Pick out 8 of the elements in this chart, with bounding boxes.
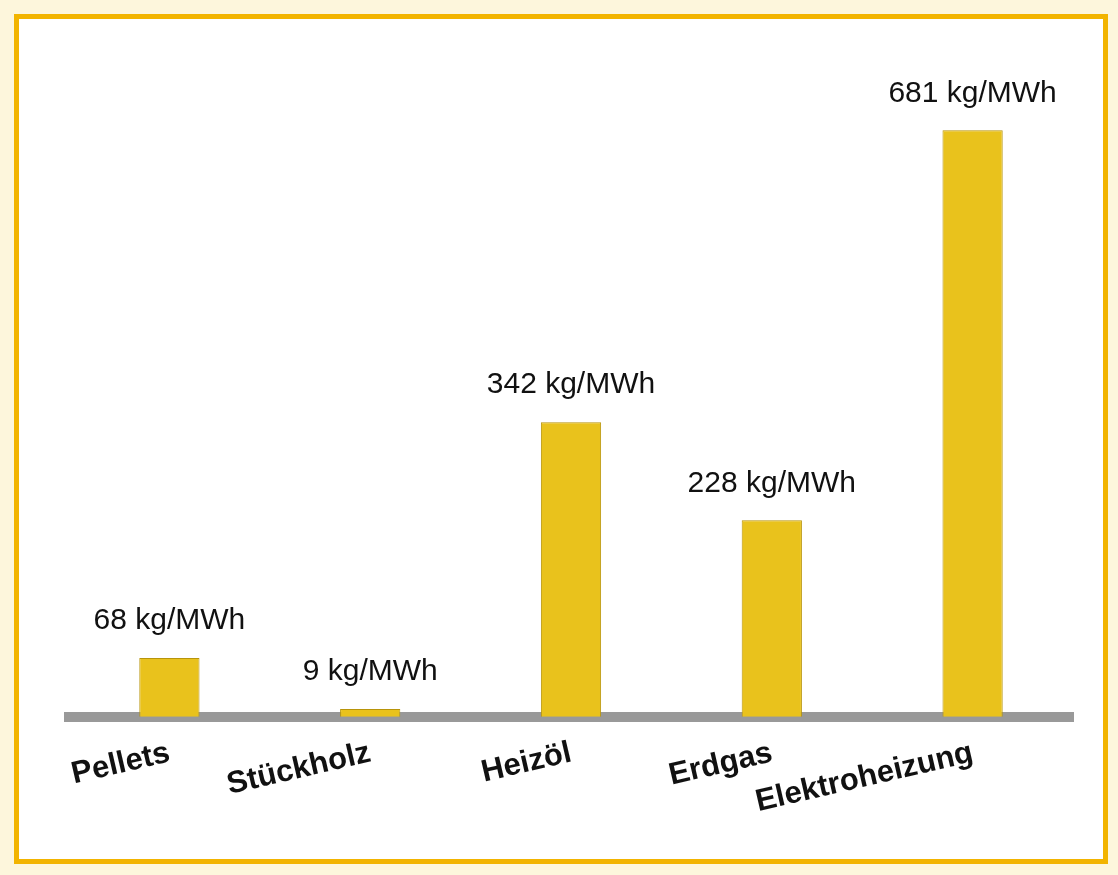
data-label: 342 kg/MWh (486, 366, 656, 400)
data-label: 68 kg/MWh (93, 602, 246, 636)
x-tick-label: Pellets (67, 733, 173, 791)
data-label: 681 kg/MWh (888, 74, 1057, 108)
x-tick-label: Stückholz (223, 733, 374, 801)
data-label: 228 kg/MWh (687, 464, 856, 498)
x-tick-label: Heizöl (477, 733, 575, 789)
data-label: 9 kg/MWh (302, 653, 438, 687)
